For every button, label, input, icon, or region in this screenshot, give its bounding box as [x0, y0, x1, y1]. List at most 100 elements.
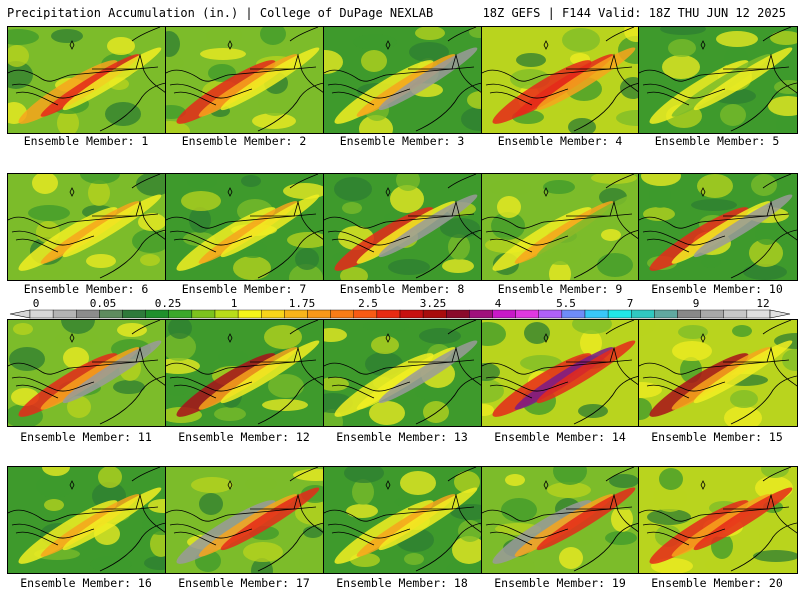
- precip-map-svg: [324, 174, 482, 280]
- colorbar-swatch: [261, 309, 285, 319]
- colorbar-swatch: [191, 309, 216, 319]
- colorbar-tick-label: 3.25: [419, 297, 447, 310]
- ensemble-member-map: [323, 466, 483, 574]
- ensemble-member-label: Ensemble Member: 13: [336, 430, 468, 444]
- precip-map-svg: [8, 174, 166, 280]
- ensemble-member-map: [481, 466, 641, 574]
- precip-map-svg: [8, 27, 166, 133]
- ensemble-member-map: [165, 466, 325, 574]
- ensemble-member-map: [323, 26, 483, 134]
- colorbar-swatch: [422, 309, 447, 319]
- ensemble-member-label: Ensemble Member: 16: [20, 576, 152, 590]
- ensemble-member-map: [7, 466, 167, 574]
- colorbar-swatch: [723, 309, 748, 319]
- colorbar-swatch: [446, 309, 470, 319]
- colorbar-swatch: [353, 309, 378, 319]
- ensemble-member-map: [481, 319, 641, 427]
- ensemble-member-map: [323, 173, 483, 281]
- colorbar-swatch: [561, 309, 586, 319]
- ensemble-member-label: Ensemble Member: 4: [497, 134, 623, 148]
- colorbar-swatch: [76, 309, 100, 319]
- precip-map-svg: [324, 27, 482, 133]
- ensemble-member-map: [7, 319, 167, 427]
- ensemble-member-map: [165, 173, 325, 281]
- colorbar-swatch: [515, 309, 539, 319]
- ensemble-member-label: Ensemble Member: 6: [23, 282, 149, 296]
- colorbar-swatch: [677, 309, 701, 319]
- precip-map-svg: [166, 467, 324, 573]
- ensemble-member-map: [638, 173, 798, 281]
- colorbar-swatch: [631, 309, 655, 319]
- ensemble-member-map: [481, 173, 641, 281]
- page-title: Precipitation Accumulation (in.) | Colle…: [7, 6, 434, 20]
- ensemble-member-map: [638, 319, 798, 427]
- ensemble-member-label: Ensemble Member: 7: [181, 282, 307, 296]
- precip-map-svg: [482, 320, 640, 426]
- colorbar-swatch: [52, 309, 77, 319]
- precip-map-svg: [324, 320, 482, 426]
- colorbar-swatch: [746, 309, 771, 319]
- ensemble-member-label: Ensemble Member: 19: [494, 576, 626, 590]
- colorbar-max-arrow: [769, 309, 791, 319]
- colorbar-min-arrow: [9, 309, 31, 319]
- colorbar-swatch: [607, 309, 632, 319]
- precip-map-svg: [8, 320, 166, 426]
- precip-map-svg: [639, 320, 797, 426]
- ensemble-member-map: [323, 319, 483, 427]
- colorbar-tick-label: 0: [32, 297, 40, 310]
- colorbar-swatch: [492, 309, 516, 319]
- ensemble-member-label: Ensemble Member: 8: [339, 282, 465, 296]
- ensemble-member-map: [481, 26, 641, 134]
- ensemble-member-label: Ensemble Member: 14: [494, 430, 626, 444]
- colorbar-tick-label: 1: [230, 297, 238, 310]
- ensemble-member-map: [638, 466, 798, 574]
- precip-map-svg: [639, 27, 797, 133]
- colorbar-tick-label: 7: [626, 297, 634, 310]
- colorbar-tick-label: 9: [692, 297, 700, 310]
- colorbar-swatch: [654, 309, 678, 319]
- ensemble-member-label: Ensemble Member: 5: [654, 134, 780, 148]
- colorbar-swatch: [307, 309, 331, 319]
- ensemble-member-map: [165, 26, 325, 134]
- colorbar-swatch: [168, 309, 193, 319]
- precip-map-svg: [166, 27, 324, 133]
- ensemble-member-label: Ensemble Member: 2: [181, 134, 307, 148]
- colorbar-swatch: [376, 309, 401, 319]
- ensemble-member-label: Ensemble Member: 10: [651, 282, 783, 296]
- colorbar-swatch: [214, 309, 239, 319]
- colorbar-swatch: [538, 309, 563, 319]
- colorbar-tick-label: 0.05: [89, 297, 117, 310]
- colorbar-swatch: [29, 309, 54, 319]
- ensemble-member-label: Ensemble Member: 15: [651, 430, 783, 444]
- colorbar-swatch: [122, 309, 146, 319]
- colorbar-tick-label: 1.75: [288, 297, 316, 310]
- ensemble-member-map: [7, 173, 167, 281]
- precip-map-svg: [482, 174, 640, 280]
- colorbar-swatch: [584, 309, 609, 319]
- colorbar-swatch: [330, 309, 354, 319]
- colorbar-svg: [9, 309, 791, 319]
- ensemble-member-label: Ensemble Member: 20: [651, 576, 783, 590]
- ensemble-member-map: [638, 26, 798, 134]
- ensemble-member-label: Ensemble Member: 18: [336, 576, 468, 590]
- ensemble-member-label: Ensemble Member: 9: [497, 282, 623, 296]
- ensemble-member-label: Ensemble Member: 11: [20, 430, 152, 444]
- ensemble-member-map: [165, 319, 325, 427]
- colorbar-tick-label: 0.25: [154, 297, 182, 310]
- colorbar-swatch: [237, 309, 262, 319]
- precip-map-svg: [166, 174, 324, 280]
- ensemble-member-label: Ensemble Member: 17: [178, 576, 310, 590]
- colorbar-swatch: [145, 309, 169, 319]
- precip-map-svg: [639, 467, 797, 573]
- precip-map-svg: [482, 27, 640, 133]
- precip-map-svg: [324, 467, 482, 573]
- precipitation-colorbar: [8, 296, 792, 322]
- ensemble-member-map: [7, 26, 167, 134]
- ensemble-member-label: Ensemble Member: 12: [178, 430, 310, 444]
- ensemble-member-label: Ensemble Member: 3: [339, 134, 465, 148]
- colorbar-swatch: [284, 309, 308, 319]
- colorbar-swatch: [99, 309, 123, 319]
- colorbar-swatch: [700, 309, 724, 319]
- colorbar-tick-label: 12: [756, 297, 770, 310]
- precip-map-svg: [8, 467, 166, 573]
